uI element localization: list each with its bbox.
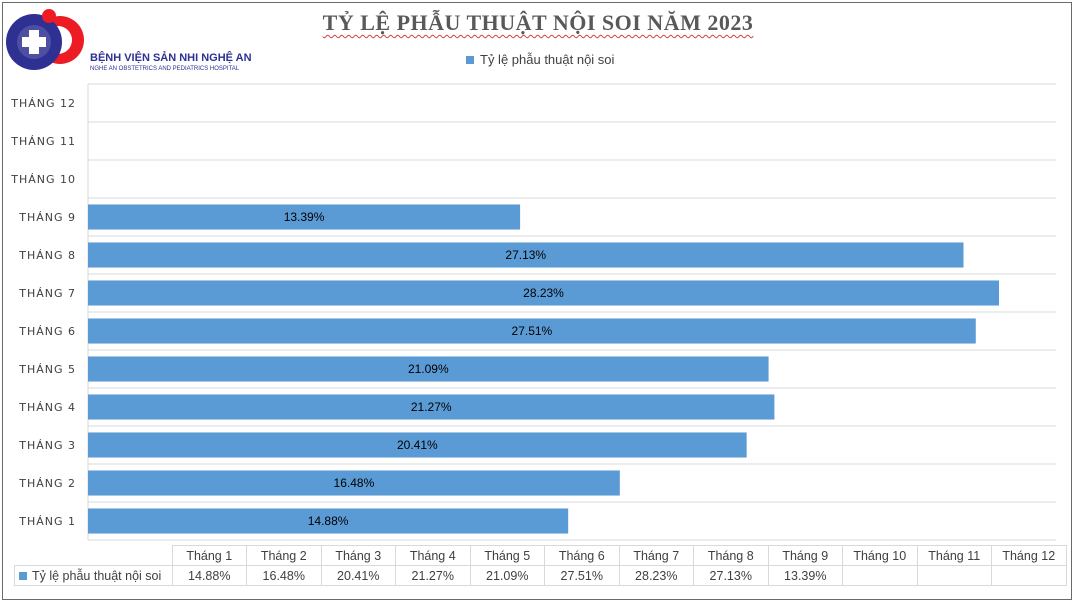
chart-title: TỶ LỆ PHẪU THUẬT NỘI SOI NĂM 2023 [322,10,754,35]
bar-chart: THÁNG 1 14.88% THÁNG 2 16.48% THÁNG 3 20.41% T… [10,83,1056,541]
data-table-header-row: Tháng 1 Tháng 2 Tháng 3 Tháng 4 Tháng 5 Tháng… [14,545,1067,566]
bar-7 [88,280,999,306]
data-label: 21.27% [411,400,452,414]
y-tick-label: THÁNG 12 [10,97,76,110]
y-tick-label: THÁNG 8 [18,249,76,262]
data-table-cell [842,565,918,586]
y-tick-label: THÁNG 4 [18,401,76,414]
data-table-column-header: Tháng 1 [171,545,247,566]
hospital-subtitle: NGHE AN OBSTETRICS AND PEDIATRICS HOSPIT… [90,66,240,72]
legend-swatch [466,55,474,64]
y-tick-label: THÁNG 6 [18,325,76,338]
data-table-cell: 16.48% [246,565,322,586]
data-table-cell: 20.41% [320,565,396,586]
data-table-column-header: Tháng 8 [693,545,769,566]
y-tick-label: THÁNG 3 [18,439,76,452]
bar-3 [88,432,747,458]
data-table-column-header: Tháng 9 [767,545,843,566]
bar-6 [88,318,976,344]
hospital-name: BỆNH VIỆN SẢN NHI NGHỆ AN [90,52,252,64]
data-table-column-header: Tháng 5 [469,545,545,566]
hospital-logo: BỆNH VIỆN SẢN NHI NGHỆ AN NGHE AN OBSTET… [4,4,252,76]
bar-5 [88,356,769,382]
bar-1 [88,508,569,534]
data-table-column-header: Tháng 6 [544,545,620,566]
data-table-cell [916,565,992,586]
data-table-swatch [19,572,27,581]
data-table-column-header: Tháng 7 [618,545,694,566]
data-label: 20.41% [397,438,438,452]
data-table: Tháng 1 Tháng 2 Tháng 3 Tháng 4 Tháng 5 Tháng… [14,545,1067,586]
bar-8 [88,242,964,268]
data-table-cell: 13.39% [767,565,843,586]
y-tick-label: THÁNG 1 [18,515,76,528]
data-table-column-header: Tháng 10 [842,545,918,566]
data-table-value-row: Tỷ lệ phẫu thuật nội soi 14.88% 16.48% 20.… [14,565,1067,586]
data-label: 14.88% [308,514,349,528]
data-table-cell: 21.09% [469,565,545,586]
legend-label: Tỷ lệ phẫu thuật nội soi [480,52,615,67]
data-table-column-header: Tháng 11 [916,545,992,566]
data-table-column-header: Tháng 3 [320,545,396,566]
data-table-cell: 14.88% [171,565,247,586]
bar-9 [88,204,521,230]
data-table-cell: 27.51% [544,565,620,586]
y-tick-label: THÁNG 7 [18,287,76,300]
data-label: 21.09% [408,362,449,376]
y-tick-label: THÁNG 5 [18,363,76,376]
data-label: 13.39% [284,210,325,224]
y-tick-label: THÁNG 2 [18,477,76,490]
data-table-column-header: Tháng 12 [991,545,1067,566]
data-table-corner [14,545,173,566]
data-label: 27.51% [512,324,553,338]
data-table-cell: 21.27% [395,565,471,586]
y-tick-label: THÁNG 9 [18,211,76,224]
data-table-column-header: Tháng 4 [395,545,471,566]
data-table-row-label: Tỷ lệ phẫu thuật nội soi [14,565,173,586]
y-tick-label: THÁNG 11 [10,135,76,148]
data-table-cell: 27.13% [693,565,769,586]
bar-2 [88,470,620,496]
data-table-column-header: Tháng 2 [246,545,322,566]
chart-legend: Tỷ lệ phẫu thuật nội soi [466,52,614,67]
y-tick-label: THÁNG 10 [10,173,76,186]
data-table-cell: 28.23% [618,565,694,586]
data-label: 27.13% [505,248,546,262]
bar-4 [88,394,775,420]
hospital-logo-icon [6,9,84,70]
data-label: 16.48% [334,476,375,490]
data-table-cell [991,565,1067,586]
data-label: 28.23% [523,286,564,300]
